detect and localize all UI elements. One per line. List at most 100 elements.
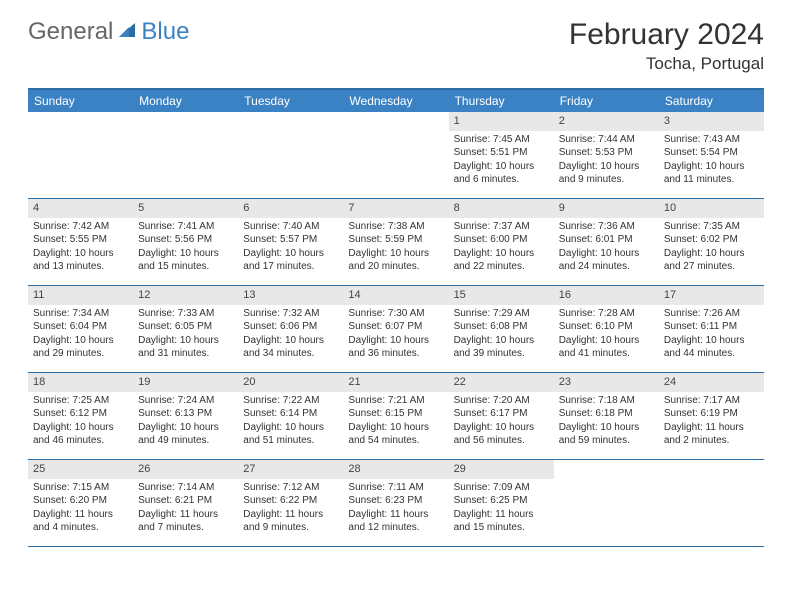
day-number: 27 — [238, 460, 343, 479]
sunset-line: Sunset: 5:51 PM — [454, 146, 549, 160]
calendar-day: 29Sunrise: 7:09 AMSunset: 6:25 PMDayligh… — [449, 460, 554, 546]
sunrise-line: Sunrise: 7:38 AM — [348, 220, 443, 234]
sunset-line: Sunset: 5:56 PM — [138, 233, 233, 247]
day-details: Sunrise: 7:29 AMSunset: 6:08 PMDaylight:… — [454, 307, 549, 361]
sunrise-line: Sunrise: 7:26 AM — [664, 307, 759, 321]
sunrise-line: Sunrise: 7:37 AM — [454, 220, 549, 234]
calendar-day: 7Sunrise: 7:38 AMSunset: 5:59 PMDaylight… — [343, 199, 448, 285]
daylight-line: Daylight: 10 hours and 56 minutes. — [454, 421, 549, 448]
sunset-line: Sunset: 5:53 PM — [559, 146, 654, 160]
day-details: Sunrise: 7:25 AMSunset: 6:12 PMDaylight:… — [33, 394, 128, 448]
day-details: Sunrise: 7:42 AMSunset: 5:55 PMDaylight:… — [33, 220, 128, 274]
day-number: 11 — [28, 286, 133, 305]
day-details: Sunrise: 7:11 AMSunset: 6:23 PMDaylight:… — [348, 481, 443, 535]
daylight-line: Daylight: 11 hours and 15 minutes. — [454, 508, 549, 535]
daylight-line: Daylight: 10 hours and 41 minutes. — [559, 334, 654, 361]
day-details: Sunrise: 7:24 AMSunset: 6:13 PMDaylight:… — [138, 394, 233, 448]
daylight-line: Daylight: 10 hours and 22 minutes. — [454, 247, 549, 274]
calendar-day: 21Sunrise: 7:21 AMSunset: 6:15 PMDayligh… — [343, 373, 448, 459]
sunrise-line: Sunrise: 7:44 AM — [559, 133, 654, 147]
sunset-line: Sunset: 6:13 PM — [138, 407, 233, 421]
sunset-line: Sunset: 6:07 PM — [348, 320, 443, 334]
day-number: 18 — [28, 373, 133, 392]
sunset-line: Sunset: 6:08 PM — [454, 320, 549, 334]
sunset-line: Sunset: 6:12 PM — [33, 407, 128, 421]
day-number: 2 — [554, 112, 659, 131]
day-details: Sunrise: 7:36 AMSunset: 6:01 PMDaylight:… — [559, 220, 654, 274]
day-number: 26 — [133, 460, 238, 479]
daylight-line: Daylight: 10 hours and 29 minutes. — [33, 334, 128, 361]
daylight-line: Daylight: 10 hours and 31 minutes. — [138, 334, 233, 361]
sunrise-line: Sunrise: 7:43 AM — [664, 133, 759, 147]
sunset-line: Sunset: 6:18 PM — [559, 407, 654, 421]
daylight-line: Daylight: 10 hours and 15 minutes. — [138, 247, 233, 274]
sunrise-line: Sunrise: 7:34 AM — [33, 307, 128, 321]
day-details: Sunrise: 7:33 AMSunset: 6:05 PMDaylight:… — [138, 307, 233, 361]
day-number: 12 — [133, 286, 238, 305]
day-number: 9 — [554, 199, 659, 218]
sunrise-line: Sunrise: 7:41 AM — [138, 220, 233, 234]
day-details: Sunrise: 7:41 AMSunset: 5:56 PMDaylight:… — [138, 220, 233, 274]
sunrise-line: Sunrise: 7:35 AM — [664, 220, 759, 234]
sunrise-line: Sunrise: 7:29 AM — [454, 307, 549, 321]
calendar-day: 23Sunrise: 7:18 AMSunset: 6:18 PMDayligh… — [554, 373, 659, 459]
sunrise-line: Sunrise: 7:40 AM — [243, 220, 338, 234]
calendar-day: 20Sunrise: 7:22 AMSunset: 6:14 PMDayligh… — [238, 373, 343, 459]
calendar-day: 17Sunrise: 7:26 AMSunset: 6:11 PMDayligh… — [659, 286, 764, 372]
sunrise-line: Sunrise: 7:18 AM — [559, 394, 654, 408]
day-number: 19 — [133, 373, 238, 392]
calendar-day: 4Sunrise: 7:42 AMSunset: 5:55 PMDaylight… — [28, 199, 133, 285]
day-details: Sunrise: 7:17 AMSunset: 6:19 PMDaylight:… — [664, 394, 759, 448]
sunset-line: Sunset: 6:22 PM — [243, 494, 338, 508]
sunset-line: Sunset: 6:10 PM — [559, 320, 654, 334]
weekday-header: Tuesday — [238, 90, 343, 112]
day-details: Sunrise: 7:40 AMSunset: 5:57 PMDaylight:… — [243, 220, 338, 274]
sunset-line: Sunset: 6:23 PM — [348, 494, 443, 508]
daylight-line: Daylight: 10 hours and 34 minutes. — [243, 334, 338, 361]
calendar-day-empty — [238, 112, 343, 198]
daylight-line: Daylight: 10 hours and 17 minutes. — [243, 247, 338, 274]
day-number: 23 — [554, 373, 659, 392]
daylight-line: Daylight: 11 hours and 9 minutes. — [243, 508, 338, 535]
sunset-line: Sunset: 5:59 PM — [348, 233, 443, 247]
day-details: Sunrise: 7:30 AMSunset: 6:07 PMDaylight:… — [348, 307, 443, 361]
day-number: 6 — [238, 199, 343, 218]
calendar-day: 13Sunrise: 7:32 AMSunset: 6:06 PMDayligh… — [238, 286, 343, 372]
sunrise-line: Sunrise: 7:45 AM — [454, 133, 549, 147]
title-block: February 2024 Tocha, Portugal — [569, 18, 764, 74]
daylight-line: Daylight: 11 hours and 4 minutes. — [33, 508, 128, 535]
calendar-day: 6 Sunrise: 7:40 AMSunset: 5:57 PMDaylight… — [238, 199, 343, 285]
sunset-line: Sunset: 6:20 PM — [33, 494, 128, 508]
day-details: Sunrise: 7:45 AMSunset: 5:51 PMDaylight:… — [454, 133, 549, 187]
calendar-day: 28 Sunrise: 7:11 AMSunset: 6:23 PMDayligh… — [343, 460, 448, 546]
daylight-line: Daylight: 11 hours and 2 minutes. — [664, 421, 759, 448]
day-number: 17 — [659, 286, 764, 305]
daylight-line: Daylight: 10 hours and 39 minutes. — [454, 334, 549, 361]
sunrise-line: Sunrise: 7:25 AM — [33, 394, 128, 408]
day-number: 1 — [449, 112, 554, 131]
day-number: 21 — [343, 373, 448, 392]
calendar-day: 18 Sunrise: 7:25 AMSunset: 6:12 PMDayligh… — [28, 373, 133, 459]
calendar-week-row: 25Sunrise: 7:15 AMSunset: 6:20 PMDayligh… — [28, 460, 764, 547]
daylight-line: Daylight: 10 hours and 11 minutes. — [664, 160, 759, 187]
logo-text-general: General — [28, 18, 113, 46]
logo: General Blue — [28, 18, 189, 46]
day-details: Sunrise: 7:22 AMSunset: 6:14 PMDaylight:… — [243, 394, 338, 448]
sunset-line: Sunset: 6:04 PM — [33, 320, 128, 334]
sunset-line: Sunset: 5:54 PM — [664, 146, 759, 160]
sunrise-line: Sunrise: 7:33 AM — [138, 307, 233, 321]
calendar-day: 5Sunrise: 7:41 AMSunset: 5:56 PMDaylight… — [133, 199, 238, 285]
day-number: 28 — [343, 460, 448, 479]
sunrise-line: Sunrise: 7:15 AM — [33, 481, 128, 495]
daylight-line: Daylight: 10 hours and 36 minutes. — [348, 334, 443, 361]
sunrise-line: Sunrise: 7:24 AM — [138, 394, 233, 408]
sunset-line: Sunset: 6:01 PM — [559, 233, 654, 247]
sunrise-line: Sunrise: 7:20 AM — [454, 394, 549, 408]
calendar-week-row: 4Sunrise: 7:42 AMSunset: 5:55 PMDaylight… — [28, 199, 764, 286]
calendar-day: 26Sunrise: 7:14 AMSunset: 6:21 PMDayligh… — [133, 460, 238, 546]
sunset-line: Sunset: 5:55 PM — [33, 233, 128, 247]
logo-text-blue: Blue — [141, 18, 189, 46]
calendar-day: 24Sunrise: 7:17 AMSunset: 6:19 PMDayligh… — [659, 373, 764, 459]
day-details: Sunrise: 7:15 AMSunset: 6:20 PMDaylight:… — [33, 481, 128, 535]
calendar-day: 11 Sunrise: 7:34 AMSunset: 6:04 PMDayligh… — [28, 286, 133, 372]
